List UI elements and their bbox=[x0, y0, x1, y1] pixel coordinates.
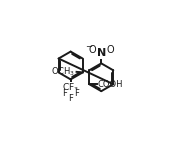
Text: CF$_3$: CF$_3$ bbox=[62, 82, 79, 94]
Text: N: N bbox=[97, 48, 106, 58]
Text: F: F bbox=[62, 89, 67, 98]
Text: F: F bbox=[74, 89, 79, 98]
Text: OCH$_3$: OCH$_3$ bbox=[51, 65, 75, 78]
Text: O: O bbox=[89, 45, 96, 55]
Text: COOH: COOH bbox=[97, 80, 123, 89]
Text: O: O bbox=[106, 45, 114, 55]
Text: F: F bbox=[68, 94, 73, 103]
Text: −: − bbox=[85, 42, 92, 51]
